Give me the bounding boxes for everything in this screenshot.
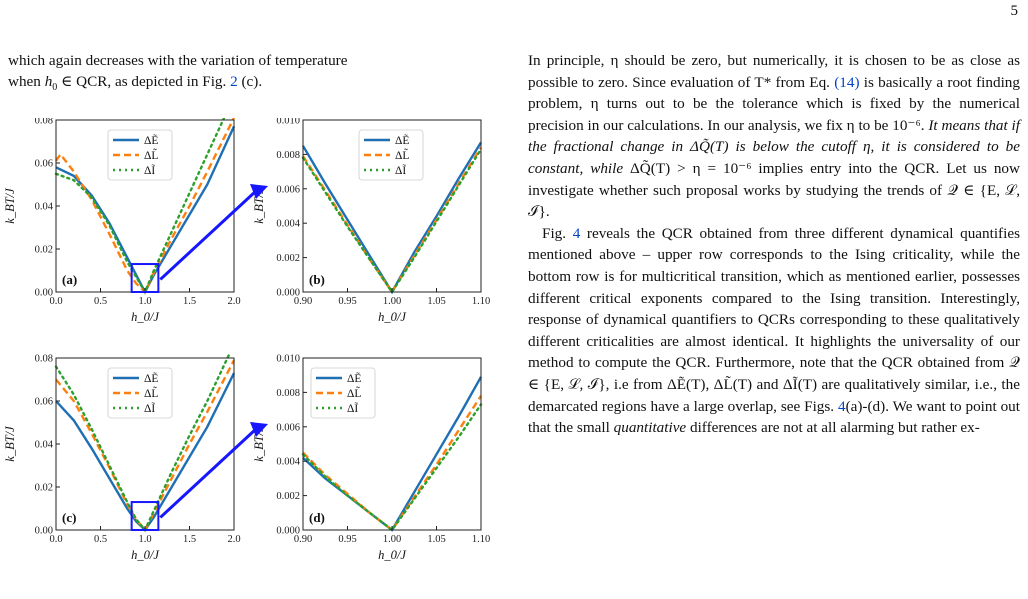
x-tick-label: 0.5 <box>94 534 107 545</box>
legend-box <box>107 129 173 181</box>
legend-entry-E: ΔẼ <box>347 371 361 385</box>
legend-entry-L: ΔL̃ <box>144 386 158 400</box>
series-line-L <box>55 118 236 295</box>
x-tick-label: 1.00 <box>383 296 401 307</box>
series-line-L <box>302 395 483 532</box>
x-tick-label: 1.05 <box>427 296 445 307</box>
figure-link[interactable]: 4 <box>572 224 581 242</box>
series-line-I <box>54 118 226 295</box>
x-axis-label: h_0/J <box>378 548 407 562</box>
x-tick-label: 0.95 <box>338 534 356 545</box>
paragraph-2: Fig. 4 reveals the QCR obtained from thr… <box>528 224 1020 437</box>
y-tick-label: 0.08 <box>35 354 53 365</box>
y-tick-label: 0.02 <box>35 483 53 494</box>
y-tick-label: 0.004 <box>276 219 300 230</box>
legend-entry-E: ΔẼ <box>395 133 409 147</box>
panel-label: (d) <box>309 510 325 525</box>
chart-panel-3: 0.90 0.95 1.00 1.05 1.10 0.000 0.002 0.004 0.006… <box>252 354 490 563</box>
zoom-arrowhead <box>250 422 268 437</box>
equation-link[interactable]: (14) <box>834 73 860 91</box>
legend-entry-I: ΔĨ <box>347 401 358 415</box>
y-tick-label: 0.000 <box>276 526 300 537</box>
panel-label: (c) <box>62 510 76 525</box>
panel-label: (b) <box>309 272 325 287</box>
legend-entry-I: ΔĨ <box>395 163 406 177</box>
paragraph-1: In principle, η should be zero, but nume… <box>528 52 1020 221</box>
y-tick-label: 0.04 <box>35 440 54 451</box>
x-axis-label: h_0/J <box>131 548 160 562</box>
legend-entry-I: ΔĨ <box>144 163 155 177</box>
legend-entry-L: ΔL̃ <box>395 148 409 162</box>
chart-panel-0: 0.0 0.5 1.0 1.5 2.0 0.00 0.02 0.04 0.06 0.08 h_0/J… <box>3 118 241 324</box>
y-tick-label: 0.002 <box>276 253 300 264</box>
series-line-I <box>54 352 231 533</box>
panel-label: (a) <box>62 272 77 287</box>
y-tick-label: 0.06 <box>35 159 53 170</box>
y-axis-label: k_BT/J <box>3 425 17 462</box>
y-tick-label: 0.02 <box>35 245 53 256</box>
series-line-L <box>301 146 483 295</box>
chart-panel-2: 0.0 0.5 1.0 1.5 2.0 0.00 0.02 0.04 0.06 0.08 h_0/J… <box>3 352 241 562</box>
y-axis-label: k_BT/J <box>3 187 17 224</box>
legend-box <box>107 367 173 419</box>
x-tick-label: 0.5 <box>94 296 107 307</box>
zoom-region-box <box>130 501 160 531</box>
legend-entry-L: ΔL̃ <box>347 386 361 400</box>
legend-entry-L: ΔL̃ <box>144 148 158 162</box>
y-tick-label: 0.002 <box>276 491 300 502</box>
right-column-text: In principle, η should be zero, but nume… <box>528 50 1020 439</box>
x-tick-label: 1.10 <box>472 534 490 545</box>
x-tick-label: 2.0 <box>227 534 240 545</box>
figure-4-panels: 0.0 0.5 1.0 1.5 2.0 0.00 0.02 0.04 0.06 0.08 h_0/J… <box>3 118 490 563</box>
figure-link[interactable]: 4 <box>837 397 846 415</box>
x-tick-label: 1.0 <box>138 296 151 307</box>
y-tick-label: 0.010 <box>276 118 300 127</box>
x-axis-label: h_0/J <box>378 310 407 324</box>
series-line-E <box>55 125 236 295</box>
y-tick-label: 0.04 <box>35 202 54 213</box>
zoom-region-box <box>130 263 160 294</box>
y-tick-label: 0.00 <box>35 288 53 299</box>
y-tick-label: 0.004 <box>276 457 300 468</box>
left-text-line1: which again decreases with the variation… <box>8 52 348 69</box>
y-tick-label: 0.008 <box>276 150 300 161</box>
legend-entry-E: ΔẼ <box>144 133 158 147</box>
chart-panel-1: 0.90 0.95 1.00 1.05 1.10 0.000 0.002 0.004 0.006… <box>252 118 490 324</box>
y-tick-label: 0.00 <box>35 526 53 537</box>
y-tick-label: 0.008 <box>276 388 300 399</box>
y-tick-label: 0.06 <box>35 397 53 408</box>
x-tick-label: 1.0 <box>138 534 151 545</box>
x-tick-label: 1.10 <box>472 296 490 307</box>
x-tick-label: 2.0 <box>227 296 240 307</box>
x-tick-label: 0.95 <box>338 296 356 307</box>
x-tick-label: 0.90 <box>294 534 312 545</box>
zoom-arrow <box>159 427 258 519</box>
legend-entry-I: ΔĨ <box>144 401 155 415</box>
x-tick-label: 1.05 <box>427 534 445 545</box>
left-column-text: which again decreases with the variation… <box>8 50 500 98</box>
x-tick-label: 0.90 <box>294 296 312 307</box>
x-tick-label: 0.0 <box>49 534 62 545</box>
page-number: 5 <box>1010 3 1019 19</box>
x-axis-label: h_0/J <box>131 310 160 324</box>
figure-link[interactable]: 2 <box>230 73 238 90</box>
legend-box <box>358 129 424 181</box>
y-tick-label: 0.006 <box>276 184 300 195</box>
y-tick-label: 0.010 <box>276 354 300 365</box>
x-tick-label: 1.5 <box>183 296 196 307</box>
x-tick-label: 1.00 <box>383 534 401 545</box>
zoom-arrowhead <box>250 184 268 199</box>
x-tick-label: 1.5 <box>183 534 196 545</box>
y-tick-label: 0.000 <box>276 288 300 299</box>
y-tick-label: 0.08 <box>35 118 53 127</box>
zoom-arrow <box>159 189 258 281</box>
left-text-line2: when h0 ∈ QCR, as depicted in Fig. 2 (c)… <box>8 73 263 94</box>
legend-entry-E: ΔẼ <box>144 371 158 385</box>
y-tick-label: 0.006 <box>276 422 300 433</box>
x-tick-label: 0.0 <box>49 296 62 307</box>
legend-box <box>310 367 376 419</box>
